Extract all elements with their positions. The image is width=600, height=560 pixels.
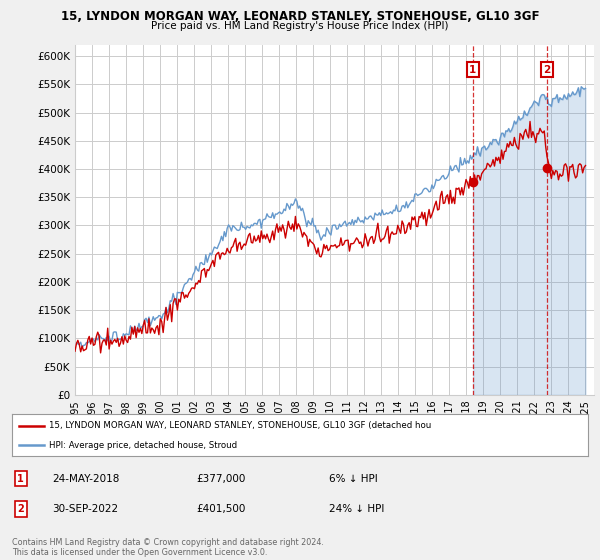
- Text: Price paid vs. HM Land Registry's House Price Index (HPI): Price paid vs. HM Land Registry's House …: [151, 21, 449, 31]
- Text: £377,000: £377,000: [196, 474, 245, 484]
- Text: 2: 2: [544, 64, 551, 74]
- Text: 24-MAY-2018: 24-MAY-2018: [52, 474, 119, 484]
- Text: 24% ↓ HPI: 24% ↓ HPI: [329, 504, 384, 514]
- Text: 2: 2: [17, 504, 24, 514]
- Text: Contains HM Land Registry data © Crown copyright and database right 2024.
This d: Contains HM Land Registry data © Crown c…: [12, 538, 324, 557]
- Text: 1: 1: [469, 64, 476, 74]
- Text: 1: 1: [17, 474, 24, 484]
- Text: 30-SEP-2022: 30-SEP-2022: [52, 504, 118, 514]
- Text: £401,500: £401,500: [196, 504, 245, 514]
- Text: 15, LYNDON MORGAN WAY, LEONARD STANLEY, STONEHOUSE, GL10 3GF (detached hou: 15, LYNDON MORGAN WAY, LEONARD STANLEY, …: [49, 421, 431, 430]
- Text: 15, LYNDON MORGAN WAY, LEONARD STANLEY, STONEHOUSE, GL10 3GF: 15, LYNDON MORGAN WAY, LEONARD STANLEY, …: [61, 10, 539, 22]
- Text: 6% ↓ HPI: 6% ↓ HPI: [329, 474, 377, 484]
- Text: HPI: Average price, detached house, Stroud: HPI: Average price, detached house, Stro…: [49, 441, 238, 450]
